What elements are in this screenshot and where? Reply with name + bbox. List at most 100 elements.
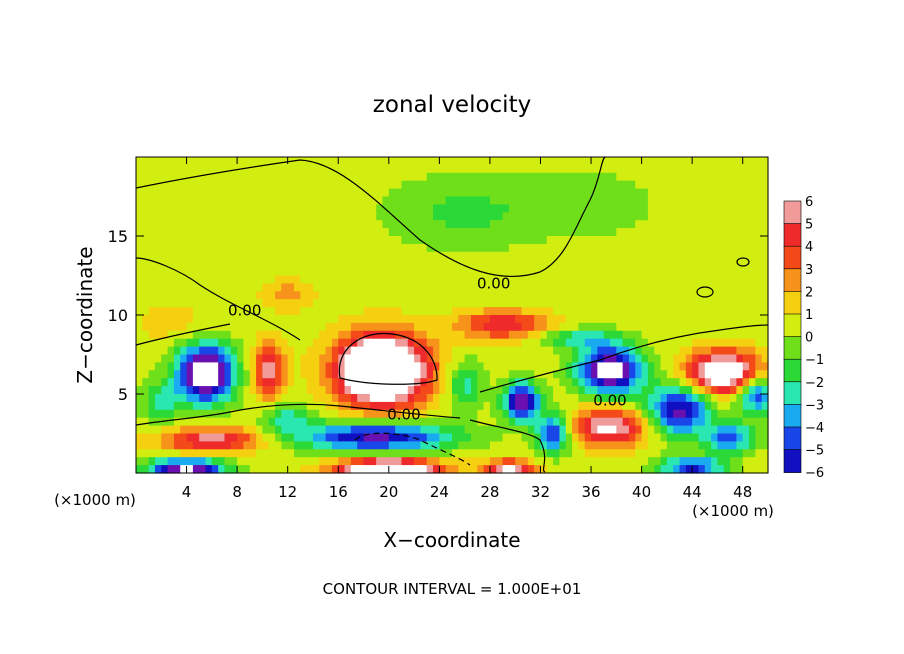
heatmap-cell [294,243,301,253]
heatmap-cell [382,157,390,166]
heatmap-cell [622,425,630,435]
heatmap-cell [508,465,516,474]
heatmap-cell [414,417,421,427]
heatmap-cell [692,441,700,450]
heatmap-cell [294,251,301,261]
heatmap-cell [584,299,592,308]
heatmap-cell [173,386,181,395]
heatmap-cell [452,457,459,466]
heatmap-cell [199,236,207,245]
heatmap-cell [483,283,491,292]
heatmap-cell [439,354,447,363]
heatmap-cell [294,465,301,474]
heatmap-cell [142,204,150,213]
heatmap-cell [445,157,453,166]
heatmap-cell [249,157,257,166]
heatmap-cell [692,157,700,166]
heatmap-cell [616,417,624,427]
heatmap-cell [192,157,200,166]
heatmap-cell [508,180,516,190]
heatmap-cell [496,409,504,419]
heatmap-cell [508,299,516,308]
heatmap-cell [559,433,567,442]
heatmap-cell [300,354,308,363]
heatmap-cell [730,220,737,229]
heatmap-cell [167,362,175,371]
heatmap-cell [445,425,453,435]
heatmap-cell [673,362,681,371]
heatmap-cell [230,236,238,245]
heatmap-cell [420,362,428,371]
heatmap-cell [439,283,447,292]
heatmap-cell [192,275,200,284]
heatmap-cell [186,346,194,356]
heatmap-cell [553,275,561,284]
heatmap-cell [331,307,339,316]
heatmap-cell [603,425,611,435]
heatmap-cell [433,354,440,363]
heatmap-cell [148,346,156,356]
heatmap-cell [521,267,529,277]
heatmap-cell [496,417,504,427]
heatmap-cell [647,259,655,269]
heatmap-cell [401,441,409,450]
heatmap-cell [730,164,737,174]
heatmap-cell [256,386,263,395]
heatmap-cell [742,228,750,237]
heatmap-cell [161,299,169,308]
heatmap-cell [641,441,649,450]
heatmap-cell [553,346,561,356]
heatmap-cell [470,457,478,466]
heatmap-cell [603,386,611,395]
heatmap-cell [218,338,226,348]
heatmap-cell [230,449,238,458]
heatmap-cell [312,409,320,419]
heatmap-cell [647,196,655,205]
heatmap-cell [502,354,510,363]
heatmap-cell [420,220,428,229]
heatmap-cell [496,236,504,245]
heatmap-cell [180,315,188,324]
heatmap-cell [338,299,346,308]
heatmap-cell [559,386,567,395]
heatmap-cell [534,275,542,284]
heatmap-cell [407,338,415,348]
heatmap-cell [338,394,346,403]
heatmap-cell [230,457,238,466]
heatmap-cell [325,409,333,419]
heatmap-cell [211,251,219,261]
heatmap-cell [401,157,409,166]
heatmap-cell [268,180,276,190]
heatmap-cell [300,425,308,435]
heatmap-cell [445,283,453,292]
heatmap-cell [572,196,579,205]
heatmap-cell [287,172,295,182]
heatmap-cell [483,370,491,379]
heatmap-cell [603,441,611,450]
heatmap-cell [369,417,377,427]
heatmap-cell [673,299,681,308]
heatmap-cell [730,188,737,198]
heatmap-cell [161,157,169,166]
heatmap-cell [698,259,706,269]
heatmap-cell [673,243,681,253]
heatmap-cell [344,236,352,245]
heatmap-cell [407,346,415,356]
heatmap-cell [439,188,447,198]
heatmap-cell [534,243,542,253]
heatmap-cell [376,315,384,324]
heatmap-cell [275,433,282,442]
heatmap-cell [489,243,497,253]
heatmap-cell [749,204,756,213]
heatmap-cell [154,465,162,474]
heatmap-cell [243,457,251,466]
heatmap-cell [546,449,554,458]
heatmap-cell [578,425,586,435]
heatmap-cell [306,196,314,205]
heatmap-cell [565,370,573,379]
heatmap-cell [666,433,674,442]
heatmap-cell [199,409,207,419]
heatmap-cell [287,251,295,261]
heatmap-cell [287,164,295,174]
heatmap-cell [224,338,232,348]
